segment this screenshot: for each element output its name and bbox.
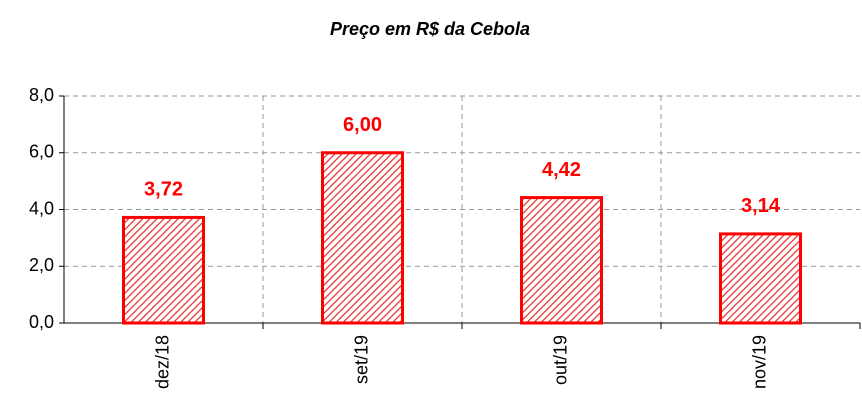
data-label: 4,42 [542, 159, 581, 181]
y-tick-label: 4,0 [29, 198, 54, 218]
x-tick-label: set/19 [351, 335, 371, 384]
data-label: 6,00 [343, 114, 382, 136]
x-tick-label: nov/19 [749, 335, 769, 389]
chart-title: Preço em R$ da Cebola [330, 19, 530, 39]
y-tick-label: 8,0 [29, 85, 54, 105]
bar [520, 196, 603, 325]
y-tick-label: 0,0 [29, 312, 54, 332]
data-label: 3,72 [144, 179, 183, 201]
y-tick-label: 6,0 [29, 142, 54, 162]
bar [321, 151, 404, 325]
data-label: 3,14 [741, 195, 781, 217]
bar [122, 215, 205, 325]
x-tick-label: dez/18 [152, 335, 172, 389]
y-tick-label: 2,0 [29, 255, 54, 275]
bar [719, 232, 802, 325]
x-tick-label: out/19 [550, 335, 570, 385]
